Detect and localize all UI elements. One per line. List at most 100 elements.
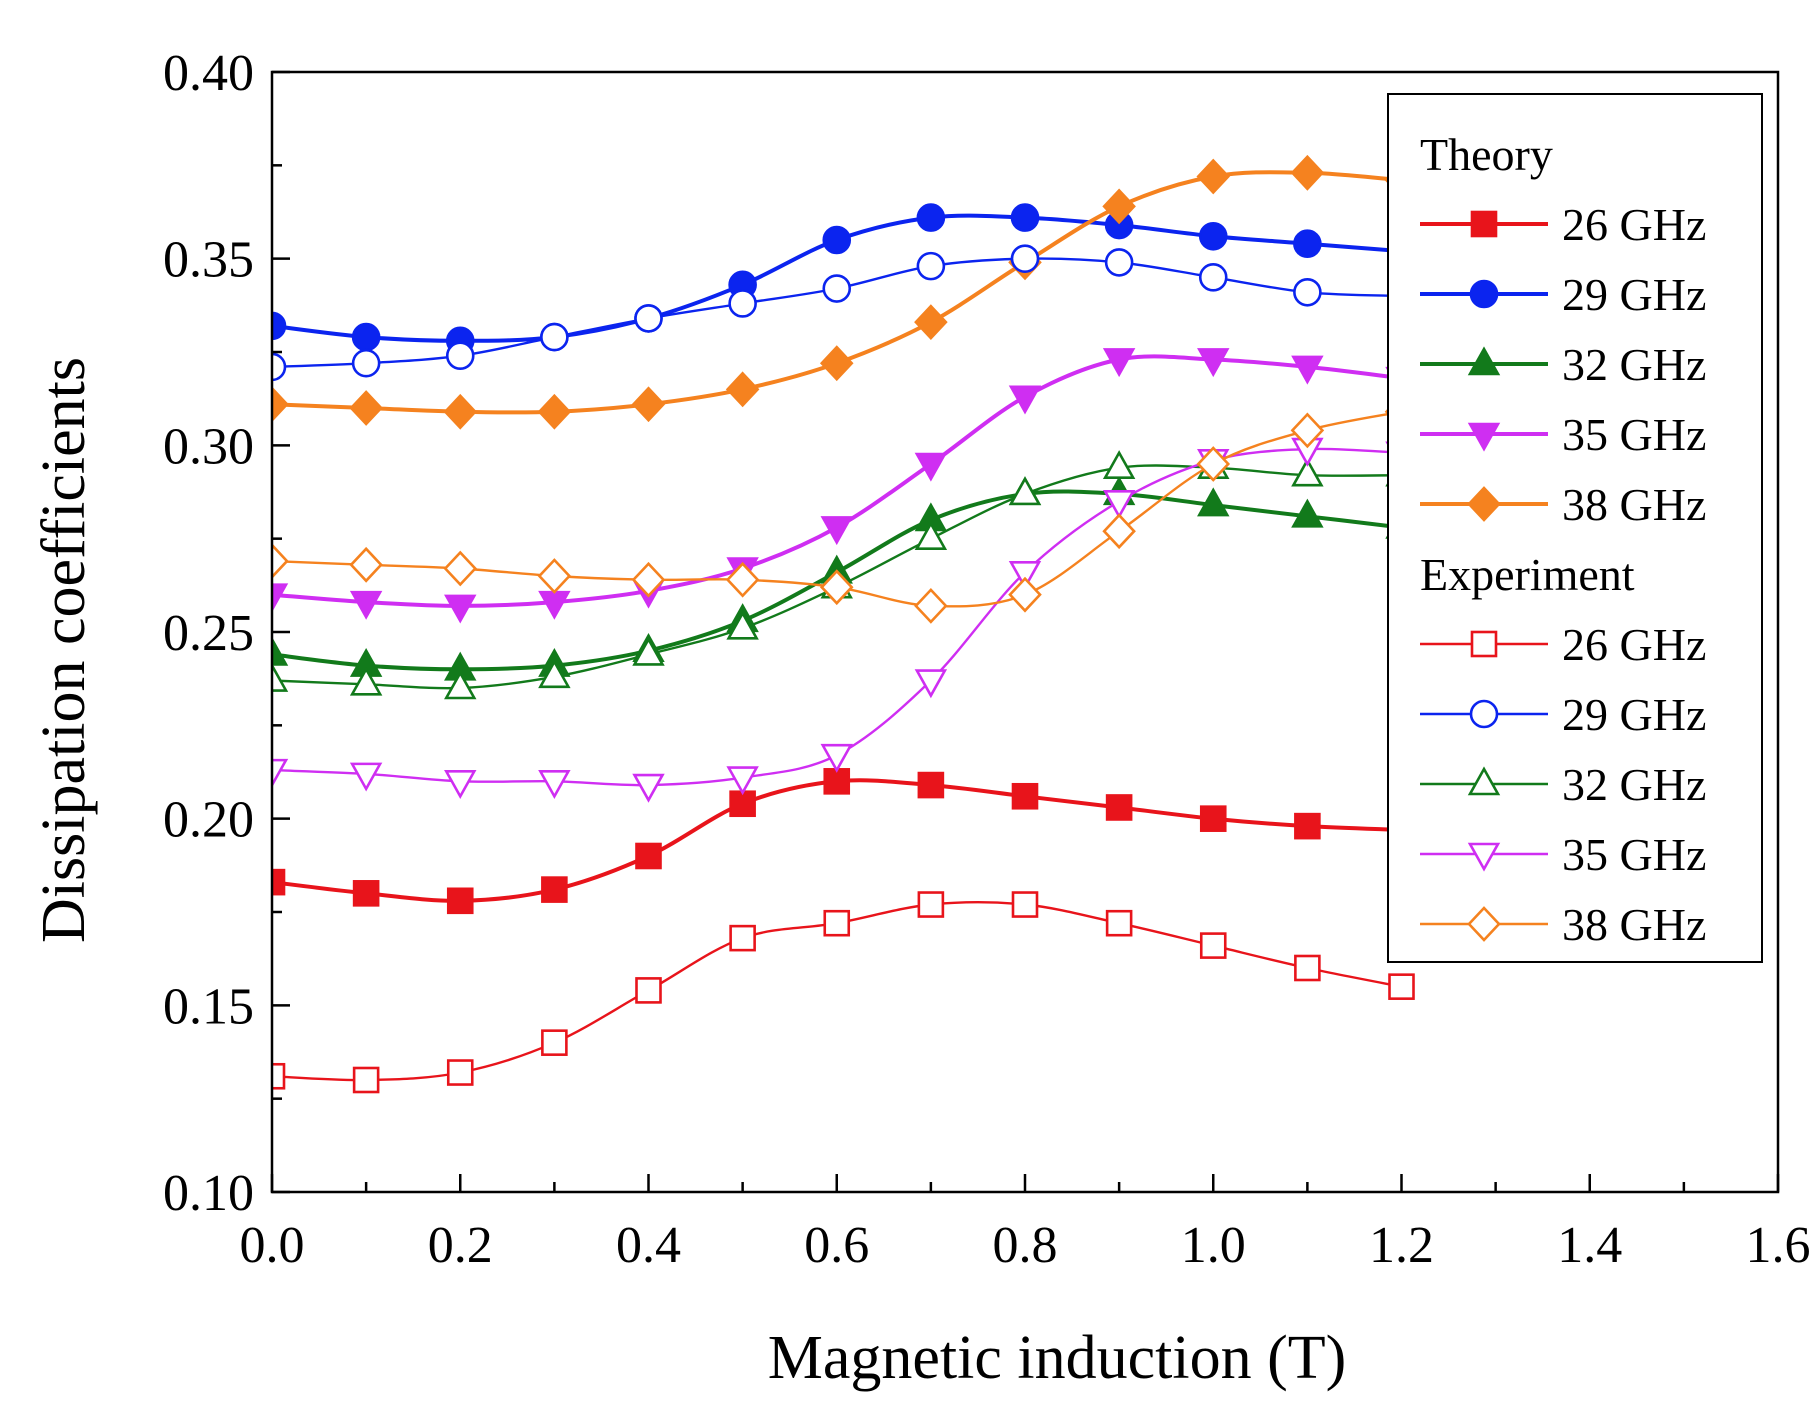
data-point: [725, 561, 760, 598]
data-point: [444, 770, 477, 799]
y-axis: 0.10 0.15 0.20 0.25 0.30 0.35 0.40: [163, 45, 290, 1222]
data-point: [726, 610, 759, 640]
data-point: [1008, 576, 1042, 613]
data-point: [726, 766, 759, 796]
data-point: [822, 274, 852, 303]
y-tick-label: 0.15: [163, 978, 254, 1035]
data-point: [1198, 221, 1228, 251]
legend-item: 26 GHz: [1420, 199, 1706, 250]
data-point: [349, 666, 383, 696]
data-point: [917, 891, 945, 918]
legend-swatch-marker: [1469, 279, 1499, 309]
data-point: [820, 743, 853, 773]
legend-swatch-marker: [1470, 210, 1498, 238]
data-point: [351, 322, 381, 352]
legend-label: 29 GHz: [1562, 269, 1706, 320]
legend-label: 26 GHz: [1562, 619, 1706, 670]
data-point: [820, 516, 853, 546]
data-point: [541, 1029, 568, 1056]
legend-item: 38 GHz: [1420, 899, 1706, 950]
legend-swatch-marker: [1467, 766, 1501, 796]
legend-item: 29 GHz: [1420, 689, 1706, 740]
data-point: [1010, 244, 1040, 273]
legend-swatch-marker: [1467, 906, 1501, 942]
data-point: [1011, 891, 1039, 918]
legend-label: 26 GHz: [1562, 199, 1706, 250]
x-axis: 0.0 0.2 0.4 0.6 0.8 1.0 1.2 1.4 1.6: [240, 1174, 1811, 1274]
y-tick-label: 0.40: [163, 45, 254, 102]
legend-item: 26 GHz: [1420, 619, 1706, 670]
data-point: [914, 587, 948, 624]
legend-item: 32 GHz: [1420, 339, 1706, 390]
data-point: [1196, 158, 1231, 195]
data-point: [635, 842, 662, 870]
legend-label: 38 GHz: [1562, 899, 1706, 950]
data-point: [822, 225, 852, 255]
data-point: [823, 909, 851, 937]
data-point: [1196, 446, 1231, 482]
data-point: [349, 762, 383, 792]
data-point: [272, 386, 289, 423]
data-point: [1105, 909, 1133, 937]
x-tick-label: 1.2: [1369, 1217, 1434, 1274]
legend-label: 32 GHz: [1562, 759, 1706, 810]
legend-item: 32 GHz: [1420, 759, 1706, 810]
data-point: [1293, 277, 1322, 307]
legend-swatch-marker: [1467, 346, 1501, 376]
data-point: [541, 876, 568, 903]
data-point: [1102, 188, 1136, 225]
data-point: [1102, 513, 1136, 550]
data-point: [443, 550, 478, 587]
y-tick-label: 0.35: [163, 232, 254, 289]
data-point: [272, 352, 287, 382]
series-layer: [272, 154, 1419, 1094]
data-point: [445, 341, 475, 371]
data-point: [1008, 560, 1042, 590]
data-point: [819, 569, 854, 606]
data-point: [635, 977, 662, 1004]
legend-label: 29 GHz: [1562, 689, 1706, 740]
data-point: [444, 670, 477, 700]
data-point: [729, 924, 756, 952]
legend-item: 35 GHz: [1420, 409, 1706, 460]
data-point: [631, 386, 666, 423]
legend-item: 38 GHz: [1420, 479, 1706, 530]
data-point: [537, 393, 572, 430]
legend-label: 35 GHz: [1562, 829, 1706, 880]
legend-label: 35 GHz: [1562, 409, 1706, 460]
data-point: [1198, 263, 1228, 292]
data-point: [272, 583, 289, 613]
data-point: [914, 304, 948, 341]
data-point: [444, 594, 477, 624]
data-point: [1291, 355, 1324, 385]
data-point: [349, 590, 383, 620]
legend-swatch-marker: [1470, 630, 1498, 658]
series-line: [272, 447, 1402, 787]
legend-item: 35 GHz: [1420, 829, 1706, 880]
data-point: [272, 1062, 286, 1090]
legend-swatch-marker: [1469, 699, 1499, 729]
data-point: [537, 558, 572, 594]
data-point: [1290, 154, 1325, 191]
data-point: [1197, 348, 1230, 378]
legend-swatch-marker: [1467, 486, 1501, 522]
data-point: [351, 348, 381, 378]
data-point: [914, 521, 948, 550]
x-tick-label: 0.2: [428, 1217, 493, 1274]
legend-group-heading: Experiment: [1420, 549, 1635, 600]
y-tick-label: 0.25: [163, 605, 254, 662]
data-point: [725, 371, 760, 408]
data-point: [272, 311, 287, 341]
data-point: [1388, 973, 1415, 1000]
data-point: [538, 770, 571, 799]
data-point: [1291, 498, 1324, 528]
legend-swatch-marker: [1467, 422, 1501, 452]
x-tick-label: 1.4: [1557, 1217, 1622, 1274]
data-point: [916, 203, 946, 232]
data-point: [1008, 476, 1042, 506]
data-point: [352, 1066, 380, 1094]
data-point: [1290, 412, 1325, 449]
data-point: [272, 868, 286, 896]
